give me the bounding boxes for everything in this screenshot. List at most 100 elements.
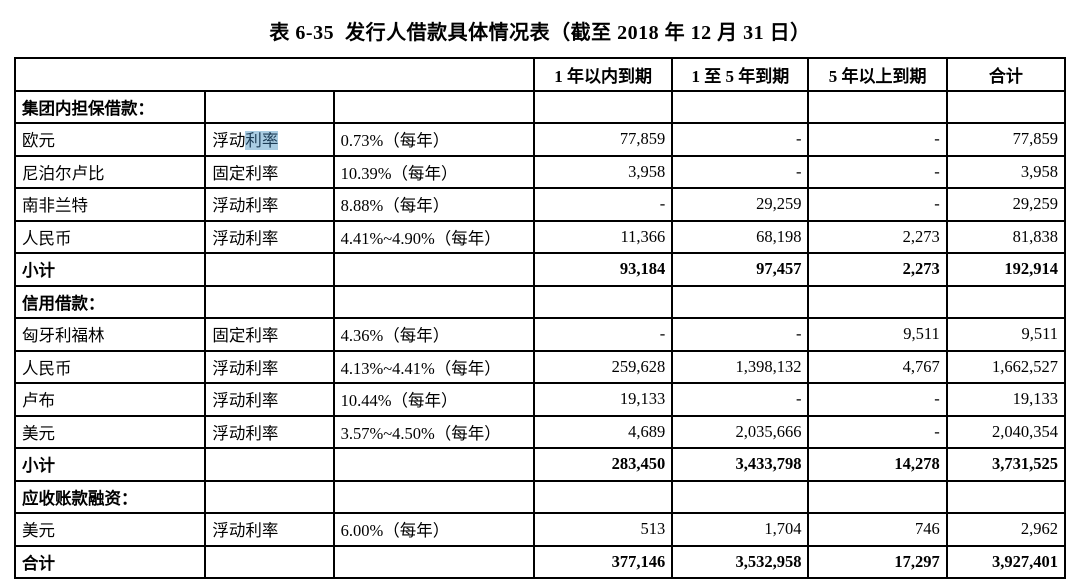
cell-empty [204, 252, 335, 287]
cell-rate: 4.41%~4.90%（每年） [332, 219, 535, 254]
cell-due-within-1y: 4,689 [532, 414, 674, 449]
cell-due-over-5y: - [807, 122, 948, 157]
section-row-group-guaranteed: 集团内担保借款： [13, 89, 1067, 124]
table-title: 表 6-35 发行人借款具体情况表（截至 2018 年 12 月 31 日） [269, 22, 811, 44]
cell-total: 2,962 [945, 512, 1067, 547]
header-cell-empty [14, 57, 535, 92]
cell-currency: 尼泊尔卢比 [13, 154, 207, 189]
cell-rate: 4.36%（每年） [332, 317, 535, 352]
cell-rate: 3.57%~4.50%（每年） [332, 414, 535, 449]
subtotal-due-within-1y: 283,450 [532, 447, 674, 482]
cell-empty [532, 479, 674, 514]
cell-due-over-5y: - [807, 414, 948, 449]
cell-rate-type: 浮动利率 [204, 122, 335, 157]
table-row-eur: 欧元 浮动利率 0.73%（每年） 77,859 - - 77,859 [13, 122, 1067, 157]
cell-due-1-to-5y: 1,704 [671, 512, 810, 547]
cell-empty [332, 447, 535, 482]
cell-due-over-5y: 4,767 [807, 349, 948, 384]
cell-empty [532, 284, 674, 319]
header-row: 1 年以内到期 1 至 5 年到期 5 年以上到期 合计 [14, 57, 1067, 92]
subtotal-total: 192,914 [945, 252, 1067, 287]
cell-rate: 8.88%（每年） [332, 187, 535, 222]
grand-total-due-over-5y: 17,297 [807, 544, 948, 579]
table-row-usd-credit: 美元 浮动利率 3.57%~4.50%（每年） 4,689 2,035,666 … [13, 414, 1067, 449]
cell-currency: 卢布 [13, 382, 207, 417]
cell-total: 9,511 [945, 317, 1067, 352]
cell-rate-type: 浮动利率 [204, 349, 335, 384]
cell-due-within-1y: 77,859 [532, 122, 674, 157]
cell-currency: 匈牙利福林 [13, 317, 207, 352]
cell-rate-type: 固定利率 [204, 154, 335, 189]
cell-total: 3,958 [945, 154, 1067, 189]
table-row-zar: 南非兰特 浮动利率 8.88%（每年） - 29,259 - 29,259 [13, 187, 1067, 222]
section-label: 集团内担保借款： [13, 89, 207, 124]
cell-rate: 10.44%（每年） [332, 382, 535, 417]
cell-empty [204, 89, 335, 124]
cell-due-1-to-5y: 2,035,666 [671, 414, 810, 449]
table-row-cny-credit: 人民币 浮动利率 4.13%~4.41%（每年） 259,628 1,398,1… [13, 349, 1067, 384]
cell-due-over-5y: - [807, 382, 948, 417]
cell-total: 29,259 [945, 187, 1067, 222]
cell-due-1-to-5y: - [671, 382, 810, 417]
cell-due-1-to-5y: 1,398,132 [671, 349, 810, 384]
cell-empty [671, 89, 810, 124]
header-cell-total: 合计 [945, 57, 1067, 92]
cell-empty [671, 284, 810, 319]
cell-due-over-5y: - [807, 187, 948, 222]
section-label: 应收账款融资： [13, 479, 207, 514]
cell-empty [532, 89, 674, 124]
grand-total-due-within-1y: 377,146 [532, 544, 674, 579]
cell-due-within-1y: 11,366 [532, 219, 674, 254]
cell-total: 19,133 [945, 382, 1067, 417]
cell-empty [807, 89, 948, 124]
cell-empty [807, 284, 948, 319]
cell-rate-type: 浮动利率 [204, 512, 335, 547]
header-cell-due-1-to-5y: 1 至 5 年到期 [671, 57, 810, 92]
cell-empty [945, 89, 1067, 124]
cell-due-within-1y: - [532, 187, 674, 222]
cell-due-within-1y: 3,958 [532, 154, 674, 189]
cell-due-over-5y: - [807, 154, 948, 189]
cell-currency: 南非兰特 [13, 187, 207, 222]
cell-due-1-to-5y: 68,198 [671, 219, 810, 254]
cell-currency: 人民币 [13, 349, 207, 384]
cell-empty [332, 252, 535, 287]
cell-empty [945, 479, 1067, 514]
cell-rate: 0.73%（每年） [332, 122, 535, 157]
grand-total-due-1-to-5y: 3,532,958 [671, 544, 810, 579]
subtotal-row-guaranteed: 小计 93,184 97,457 2,273 192,914 [13, 252, 1067, 287]
selected-text-highlight[interactable]: 利率 [245, 131, 279, 151]
cell-empty [332, 479, 535, 514]
cell-empty [204, 479, 335, 514]
cell-rate-type: 浮动利率 [204, 382, 335, 417]
cell-empty [204, 447, 335, 482]
cell-currency: 人民币 [13, 219, 207, 254]
cell-currency: 欧元 [13, 122, 207, 157]
cell-due-1-to-5y: - [671, 154, 810, 189]
grand-total-row: 合计 377,146 3,532,958 17,297 3,927,401 [13, 544, 1067, 579]
subtotal-label: 小计 [13, 252, 207, 287]
cell-total: 2,040,354 [945, 414, 1067, 449]
borrowings-table: 1 年以内到期 1 至 5 年到期 5 年以上到期 合计 集团内担保借款： 欧元… [13, 57, 1067, 579]
cell-rate-type: 浮动利率 [204, 219, 335, 254]
cell-currency: 美元 [13, 414, 207, 449]
cell-total: 81,838 [945, 219, 1067, 254]
cell-rate: 4.13%~4.41%（每年） [332, 349, 535, 384]
cell-rate: 10.39%（每年） [332, 154, 535, 189]
cell-empty [945, 284, 1067, 319]
grand-total-total: 3,927,401 [945, 544, 1067, 579]
table-row-rub: 卢布 浮动利率 10.44%（每年） 19,133 - - 19,133 [13, 382, 1067, 417]
cell-due-within-1y: - [532, 317, 674, 352]
cell-total: 77,859 [945, 122, 1067, 157]
section-row-receivables-financing: 应收账款融资： [13, 479, 1067, 514]
cell-empty [204, 544, 335, 579]
cell-rate-type: 浮动利率 [204, 414, 335, 449]
cell-rate: 6.00%（每年） [332, 512, 535, 547]
cell-due-over-5y: 746 [807, 512, 948, 547]
subtotal-row-credit: 小计 283,450 3,433,798 14,278 3,731,525 [13, 447, 1067, 482]
cell-due-1-to-5y: 29,259 [671, 187, 810, 222]
subtotal-due-over-5y: 14,278 [807, 447, 948, 482]
subtotal-total: 3,731,525 [945, 447, 1067, 482]
cell-total: 1,662,527 [945, 349, 1067, 384]
cell-due-over-5y: 9,511 [807, 317, 948, 352]
